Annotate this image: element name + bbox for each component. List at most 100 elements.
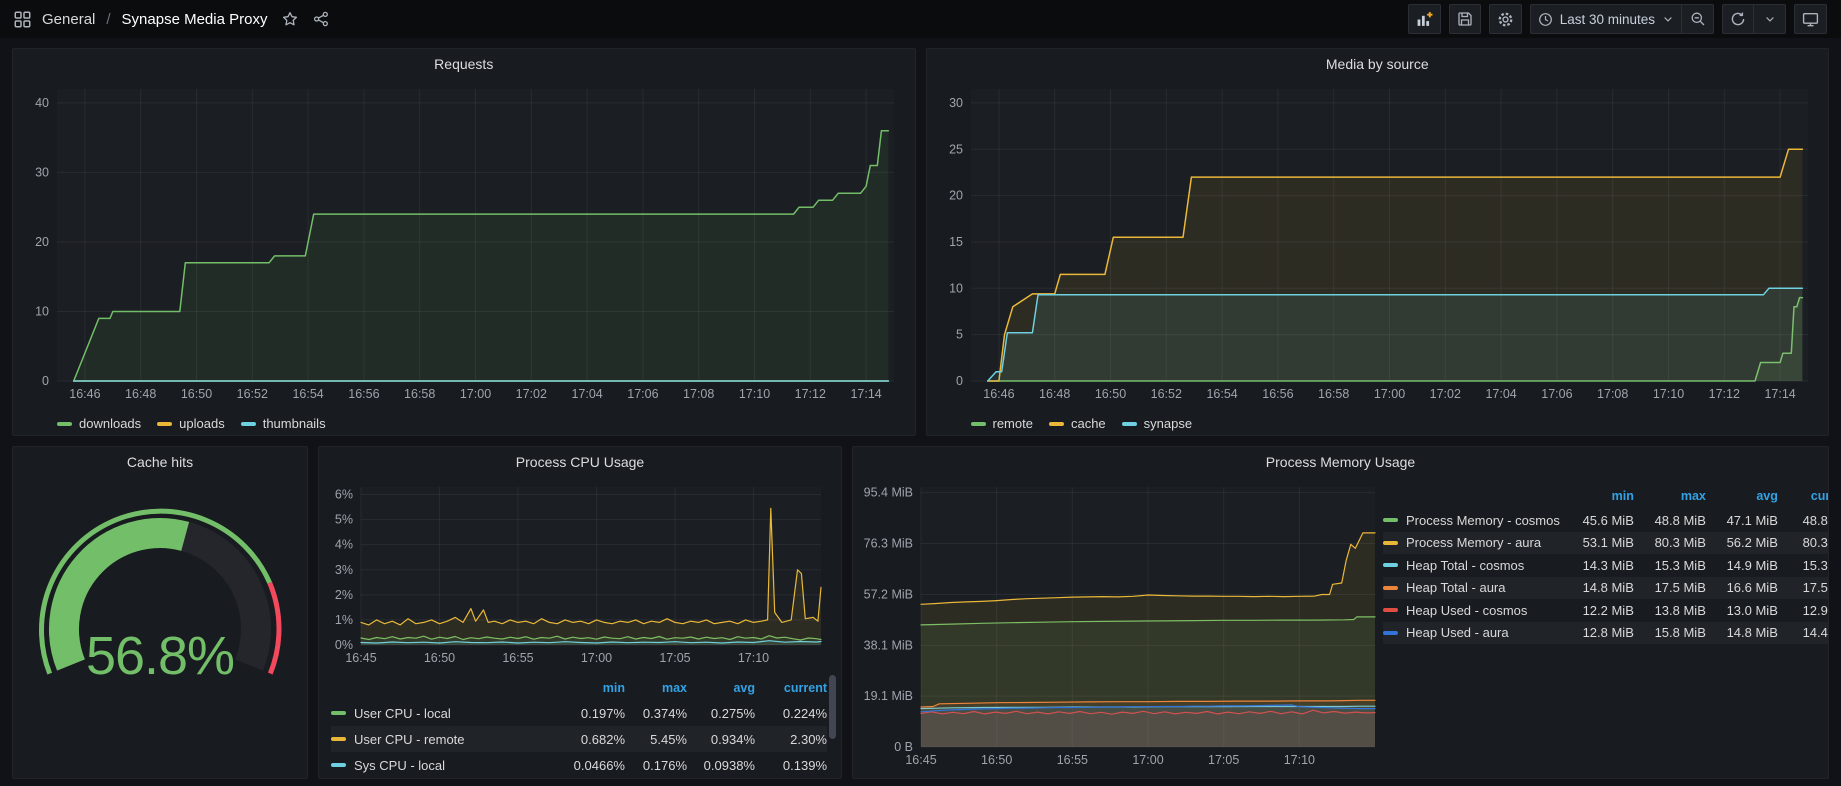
legend-stat-value: 0.224% xyxy=(782,705,827,721)
legend-stat-header-min[interactable]: min xyxy=(602,681,625,695)
legend-stat-value: 14.8 MiB xyxy=(1582,580,1634,596)
panel-title-process-memory-usage[interactable]: Process Memory Usage xyxy=(853,447,1828,477)
x-tick-label: 17:14 xyxy=(1764,387,1795,401)
legend-stat-value: 15.3 MiB xyxy=(1654,557,1706,573)
y-tick-label: 0 xyxy=(956,374,963,388)
tv-mode-button[interactable] xyxy=(1794,4,1827,34)
legend-series-name[interactable]: Heap Used - cosmos xyxy=(1383,603,1560,618)
legend-stat-value: 0.197% xyxy=(580,705,625,721)
time-range-picker[interactable]: Last 30 minutes xyxy=(1529,4,1682,34)
y-tick-label: 2% xyxy=(335,588,353,602)
legend-stat-header-current[interactable]: current xyxy=(1810,489,1829,503)
series-line-Sys CPU - local xyxy=(360,640,822,644)
legend-stat-value: 0.139% xyxy=(782,757,827,773)
zoom-out-time-button[interactable] xyxy=(1682,4,1714,34)
series-fill-cache xyxy=(987,149,1802,381)
series-line-Heap Used - cosmos xyxy=(920,709,1376,715)
cpu-plot-svg: 16:45 16:50 16:55 17:00 17:05 17:10 0% 1% 2% 3% 4%… xyxy=(335,487,822,665)
series-line-Process Memory - aura xyxy=(920,532,1376,605)
y-tick-label: 20 xyxy=(949,189,963,203)
legend-stat-header-avg[interactable]: avg xyxy=(733,681,755,695)
panel-title-requests[interactable]: Requests xyxy=(13,49,915,79)
legend-item-remote[interactable]: remote xyxy=(970,416,1033,431)
cpu-chart: 16:45 16:50 16:55 17:00 17:05 17:10 0% 1% 2% 3% 4%… xyxy=(319,477,841,674)
dashboard-settings-button[interactable] xyxy=(1488,4,1522,34)
legend-swatch xyxy=(1383,563,1398,568)
panel-title-cache-hits[interactable]: Cache hits xyxy=(13,447,307,477)
add-panel-button[interactable] xyxy=(1407,4,1441,34)
legend-item-cache[interactable]: cache xyxy=(1048,416,1106,431)
panel-title-text: Process Memory Usage xyxy=(1265,454,1416,470)
legend-stat-value: 0.0938% xyxy=(703,757,755,773)
save-dashboard-button[interactable] xyxy=(1448,4,1481,34)
legend-stat-header-min[interactable]: min xyxy=(1611,489,1634,503)
legend-label: User CPU - local xyxy=(354,705,451,721)
legend-stat-value: 53.1 MiB xyxy=(1582,535,1634,551)
legend-stat-value: 0.934% xyxy=(710,731,755,747)
legend-series-name[interactable]: Process Memory - aura xyxy=(1383,535,1560,550)
star-icon[interactable] xyxy=(282,11,298,27)
requests-plot-svg: 16:46 16:48 16:50 16:52 16:54 16:56 16:58 17:00… xyxy=(35,89,894,401)
series-fill-User CPU - remote xyxy=(361,508,821,645)
requests-chart: 16:46 16:48 16:50 16:52 16:54 16:56 16:58 17:00… xyxy=(13,79,915,412)
legend-label: Heap Total - aura xyxy=(1406,580,1506,596)
legend-label: synapse xyxy=(1143,416,1193,431)
legend-item-downloads[interactable]: downloads xyxy=(57,416,141,431)
x-tick-label: 16:50 xyxy=(181,387,212,401)
refresh-button[interactable] xyxy=(1722,4,1754,34)
y-tick-label: 25 xyxy=(949,142,963,156)
x-tick-label: 16:50 xyxy=(1094,387,1125,401)
legend-stat-header-max[interactable]: max xyxy=(1680,489,1706,503)
refresh-interval-dropdown[interactable] xyxy=(1754,4,1786,34)
media-legend: remote cache synapse xyxy=(927,412,1829,431)
legend-stat-value: 80.3 MiB xyxy=(1654,535,1706,551)
panel-title-process-cpu-usage[interactable]: Process CPU Usage xyxy=(319,447,841,477)
legend-stat-header-current[interactable]: current xyxy=(783,681,827,695)
y-tick-label: 6% xyxy=(335,488,353,502)
legend-series-name[interactable]: User CPU - local xyxy=(331,706,557,721)
y-tick-label: 30 xyxy=(949,96,963,110)
legend-table-row: Heap Total - cosmos 14.3 MiB 15.3 MiB 14.9 … xyxy=(1383,554,1828,577)
legend-swatch xyxy=(1383,540,1398,545)
x-tick-label: 17:00 xyxy=(1132,753,1163,767)
series-line-User CPU - local xyxy=(360,635,822,641)
legend-series-name[interactable]: Heap Total - aura xyxy=(1383,580,1560,595)
x-tick-label: 17:12 xyxy=(1708,387,1739,401)
navbar-actions: Last 30 minutes xyxy=(1407,4,1827,34)
legend-series-name[interactable]: User CPU - remote xyxy=(331,732,557,747)
x-tick-label: 17:12 xyxy=(795,387,826,401)
legend-series-name[interactable]: Sys CPU - local xyxy=(331,758,557,773)
media-plot-svg: 16:46 16:48 16:50 16:52 16:54 16:56 16:58 17:00… xyxy=(949,89,1808,401)
legend-item-thumbnails[interactable]: thumbnails xyxy=(240,416,326,431)
panel-title-text: Process CPU Usage xyxy=(515,454,645,470)
y-tick-label: 76.3 MiB xyxy=(864,537,913,551)
legend-series-name[interactable]: Heap Total - cosmos xyxy=(1383,558,1560,573)
legend-item-synapse[interactable]: synapse xyxy=(1121,416,1193,431)
share-icon[interactable] xyxy=(313,11,329,27)
y-tick-label: 4% xyxy=(335,538,353,552)
series-line-cache xyxy=(986,148,1803,382)
breadcrumb-section[interactable]: General xyxy=(42,10,96,28)
legend-series-name[interactable]: Process Memory - cosmos xyxy=(1383,513,1560,528)
dashboards-grid-icon[interactable] xyxy=(14,11,31,28)
panel-media-by-source: Media by source 16:46 16:48 16:50 16:52 16:5… xyxy=(925,48,1829,436)
legend-table-header: min max avg current xyxy=(1383,483,1829,509)
x-tick-label: 17:10 xyxy=(739,387,770,401)
x-tick-label: 16:46 xyxy=(69,387,100,401)
panel-process-cpu-usage: Process CPU Usage 16:45 16:50 16:55 17:00 17… xyxy=(318,446,842,779)
refresh-controls xyxy=(1722,4,1786,34)
panel-title-media-by-source[interactable]: Media by source xyxy=(927,49,1829,79)
legend-label: Process Memory - aura xyxy=(1406,535,1542,551)
legend-stat-header-avg[interactable]: avg xyxy=(1756,489,1778,503)
panel-title-text: Media by source xyxy=(1325,56,1429,72)
x-tick-label: 17:06 xyxy=(627,387,658,401)
time-controls: Last 30 minutes xyxy=(1529,4,1714,34)
x-tick-label: 16:45 xyxy=(905,753,936,767)
legend-series-name[interactable]: Heap Used - aura xyxy=(1383,625,1560,640)
legend-item-uploads[interactable]: uploads xyxy=(157,416,225,431)
dashboard: Requests 16:46 16:48 16:50 16:52 16:54 16:56 1… xyxy=(0,38,1841,779)
legend-scrollbar[interactable] xyxy=(829,675,836,739)
legend-stat-header-max[interactable]: max xyxy=(661,681,687,695)
legend-label: Process Memory - cosmos xyxy=(1406,512,1560,528)
legend-stat-value: 14.3 MiB xyxy=(1582,557,1634,573)
